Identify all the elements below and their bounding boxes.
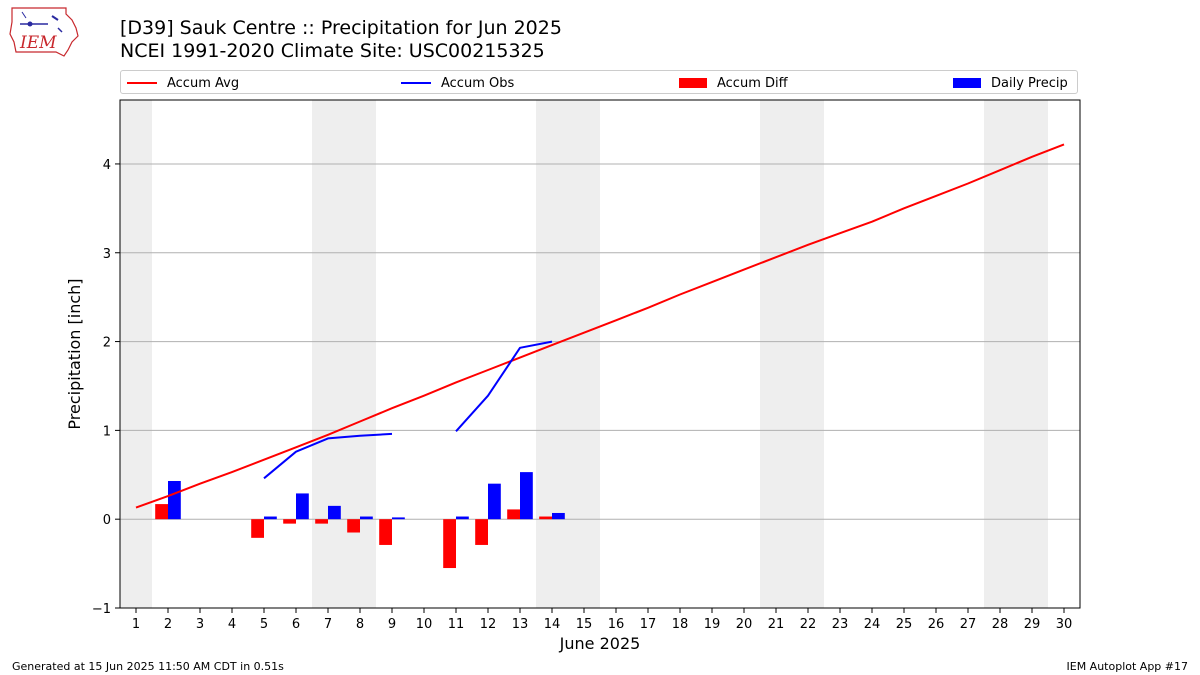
x-tick-label: 14 (544, 617, 561, 632)
x-tick-label: 8 (356, 617, 364, 632)
accum-diff-bar (315, 519, 328, 524)
autoplot-app-label: IEM Autoplot App #17 (1066, 660, 1189, 673)
x-tick-label: 16 (608, 617, 625, 632)
legend-label-daily-precip: Daily Precip (991, 75, 1068, 91)
y-tick-label: 1 (103, 424, 111, 439)
x-tick-label: 1 (132, 617, 140, 632)
lines (135, 143, 1065, 509)
x-tick-label: 10 (416, 617, 433, 632)
x-tick-label: 3 (196, 617, 204, 632)
y-tick-label: 0 (103, 513, 111, 528)
y-axis-label: Precipitation [inch] (65, 278, 84, 429)
accum-diff-bar (379, 519, 392, 545)
legend-label-accum-avg: Accum Avg (167, 75, 240, 91)
x-tick-label: 6 (292, 617, 300, 632)
accum-diff-bar (347, 519, 360, 533)
daily-precip-bar (360, 516, 373, 520)
legend-swatch-daily-precip (953, 78, 981, 88)
legend-item-daily-precip: Daily Precip (953, 74, 1068, 92)
x-axis-label: June 2025 (559, 634, 641, 653)
weekend-band (984, 100, 1048, 608)
x-tick-label: 13 (512, 617, 529, 632)
x-tick-label: 22 (800, 617, 817, 632)
daily-precip-bar (296, 493, 309, 520)
x-tick-label: 15 (576, 617, 593, 632)
accum-obs-line (455, 340, 553, 432)
x-tick-label: 25 (896, 617, 913, 632)
chart-title: [D39] Sauk Centre :: Precipitation for J… (120, 17, 562, 39)
x-tick-label: 4 (228, 617, 236, 632)
daily-precip-bar (552, 512, 565, 520)
y-tick-label: 3 (103, 247, 111, 262)
daily-precip-bar (456, 516, 469, 520)
x-tick-label: 18 (672, 617, 689, 632)
x-tick-label: 19 (704, 617, 721, 632)
x-tick-label: 24 (864, 617, 881, 632)
accum-diff-bar (539, 516, 552, 520)
daily-precip-bar (168, 481, 181, 520)
accum-diff-bar (251, 519, 264, 538)
x-tick-label: 12 (480, 617, 497, 632)
x-tick-label: 26 (928, 617, 945, 632)
x-tick-label: 30 (1056, 617, 1073, 632)
x-tick-label: 9 (388, 617, 396, 632)
x-tick-label: 2 (164, 617, 172, 632)
weekend-band (120, 100, 152, 608)
daily-precip-bar (392, 517, 405, 520)
legend-item-accum-avg: Accum Avg (127, 74, 239, 92)
x-tick-label: 21 (768, 617, 785, 632)
legend-item-accum-diff: Accum Diff (679, 74, 788, 92)
daily-precip-bar (488, 483, 501, 520)
y-tick-label: 4 (103, 158, 111, 173)
x-tick-label: 20 (736, 617, 753, 632)
legend: Accum Avg Accum Obs Accum Diff Daily Pre… (120, 70, 1078, 94)
generated-timestamp: Generated at 15 Jun 2025 11:50 AM CDT in… (12, 660, 284, 673)
accum-obs-line (263, 432, 393, 480)
daily-precip-bar (264, 516, 277, 520)
y-tick-label: −1 (92, 602, 111, 617)
chart-subtitle: NCEI 1991-2020 Climate Site: USC00215325 (120, 40, 545, 62)
accum-diff-bar (475, 519, 488, 545)
accum-diff-bar (155, 504, 168, 520)
legend-label-accum-diff: Accum Diff (717, 75, 788, 91)
legend-swatch-accum-diff (679, 78, 707, 88)
x-tick-label: 27 (960, 617, 977, 632)
legend-swatch-accum-avg (127, 82, 157, 84)
x-tick-label: 23 (832, 617, 849, 632)
legend-item-accum-obs: Accum Obs (401, 74, 514, 92)
x-tick-label: 7 (324, 617, 332, 632)
accum-avg-line (135, 143, 1065, 509)
iem-logo-icon: IEM (9, 7, 79, 57)
accum-diff-bar (443, 519, 456, 569)
x-tick-label: 17 (640, 617, 657, 632)
x-tick-label: 11 (448, 617, 465, 632)
bars (155, 472, 565, 569)
legend-label-accum-obs: Accum Obs (441, 75, 515, 91)
x-tick-label: 29 (1024, 617, 1041, 632)
accum-diff-bar (283, 519, 296, 524)
accum-diff-bar (507, 509, 520, 520)
weekend-bands (120, 100, 1048, 608)
daily-precip-bar (520, 472, 533, 520)
weekend-band (536, 100, 600, 608)
x-tick-label: 5 (260, 617, 268, 632)
daily-precip-bar (328, 505, 341, 520)
x-tick-label: 28 (992, 617, 1009, 632)
weekend-band (312, 100, 376, 608)
weekend-band (760, 100, 824, 608)
plot-frame (119, 99, 1081, 609)
legend-swatch-accum-obs (401, 82, 431, 84)
y-tick-label: 2 (103, 336, 111, 351)
logo-text: IEM (19, 33, 57, 53)
